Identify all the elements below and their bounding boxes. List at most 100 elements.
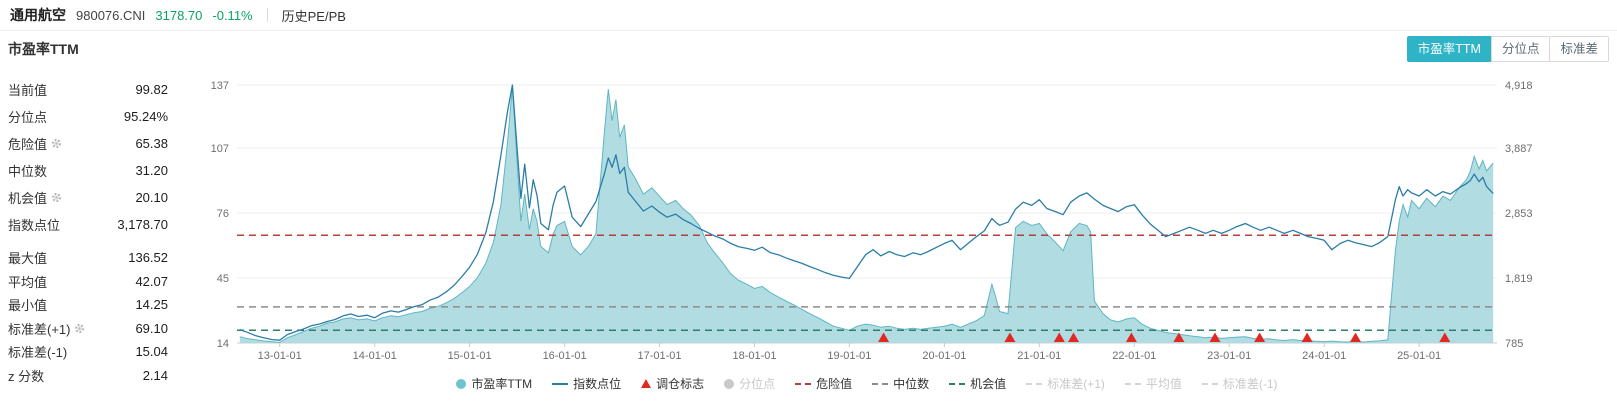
legend-marker-dash (949, 382, 966, 385)
legend-item-0[interactable]: 市盈率TTM (456, 375, 532, 392)
x-axis-tick: 14-01-01 (353, 350, 397, 362)
tab-pe-ttm[interactable]: 市盈率TTM (1406, 36, 1492, 62)
legend-marker-circle (724, 378, 735, 389)
stats-panel: 当前值 99.82 分位点 95.24% 危险值 65.38 中位数 31.20 机会值 20.1… (8, 76, 168, 387)
x-axis-tick: 20-01-01 (922, 350, 966, 362)
y-axis-left-tick: 45 (217, 273, 229, 285)
rebalance-marker-icon (1004, 332, 1016, 342)
legend-label: 分位点 (739, 377, 776, 391)
legend-marker-circle (456, 378, 467, 389)
stat-row-0: 当前值 99.82 (8, 76, 168, 103)
rebalance-marker-icon (1254, 332, 1266, 342)
legend-marker-dash (795, 382, 812, 385)
stat-value: 95.24% (123, 109, 168, 124)
x-axis-tick: 19-01-01 (827, 350, 871, 362)
stat-label: 指数点位 (8, 218, 61, 233)
y-axis-right-tick: 1,819 (1505, 273, 1533, 285)
stat-label: 机会值 (8, 191, 48, 206)
x-axis-tick: 25-01-01 (1397, 350, 1441, 362)
x-axis-tick: 15-01-01 (448, 350, 492, 362)
y-axis-left-tick: 137 (211, 80, 229, 92)
legend-label: 机会值 (970, 377, 1007, 391)
x-axis-tick: 24-01-01 (1302, 350, 1346, 362)
legend-marker-dash (1124, 382, 1141, 385)
stat-label: 最小值 (8, 298, 48, 314)
rebalance-marker-icon (878, 332, 890, 342)
legend-label: 标准差(+1) (1047, 377, 1105, 391)
x-axis-tick: 17-01-01 (637, 350, 681, 362)
pe-ttm-area (239, 86, 1494, 343)
stat-value: 20.10 (135, 190, 168, 205)
stat-label: 危险值 (8, 137, 48, 152)
rebalance-marker-icon (1350, 332, 1361, 342)
y-axis-right-tick: 4,918 (1505, 80, 1533, 92)
legend-item-1[interactable]: 指数点位 (552, 375, 621, 392)
stat-value: 14.25 (135, 297, 168, 313)
legend-item-4[interactable]: 危险值 (795, 375, 852, 392)
stat-value: 65.38 (135, 136, 168, 151)
gear-icon[interactable] (51, 192, 62, 203)
legend-item-8[interactable]: 平均值 (1124, 375, 1182, 392)
stat-label: 当前值 (8, 83, 48, 98)
tab-percentile[interactable]: 分位点 (1490, 36, 1551, 62)
stat-value: 99.82 (135, 82, 168, 97)
y-axis-left-tick: 107 (211, 143, 229, 155)
y-axis-right-tick: 785 (1505, 338, 1523, 350)
rebalance-marker-icon (1068, 332, 1079, 342)
stat-row-2: 危险值 65.38 (8, 130, 168, 157)
history-pepb-link[interactable]: 历史PE/PB (281, 8, 346, 24)
index-change-pct: -0.11% (212, 7, 253, 23)
stat-row-11: z 分数 2.14 (8, 364, 168, 388)
page-header: 通用航空 980076.CNI 3178.70 -0.11% 历史PE/PB (0, 0, 1617, 31)
stat-label: z 分数 (8, 368, 45, 384)
x-axis-tick: 13-01-01 (258, 350, 302, 362)
stat-value: 136.52 (128, 250, 168, 266)
y-axis-right-tick: 3,887 (1505, 143, 1533, 155)
gear-icon[interactable] (51, 138, 62, 149)
legend-item-6[interactable]: 机会值 (949, 375, 1006, 392)
legend-marker-dash (1026, 382, 1043, 385)
rebalance-marker-icon (1209, 332, 1221, 342)
legend-marker-triangle (641, 379, 652, 388)
stat-row-10: 标准差(-1) 15.04 (8, 340, 168, 364)
legend-marker-dash (1201, 382, 1218, 385)
legend-item-2[interactable]: 调仓标志 (641, 375, 704, 392)
index-points-line (239, 84, 1494, 341)
legend-label: 平均值 (1145, 377, 1182, 391)
legend-item-3[interactable]: 分位点 (724, 375, 775, 392)
pe-ttm-area-edge (239, 85, 1494, 343)
stat-label: 分位点 (8, 110, 48, 125)
gear-icon[interactable] (74, 323, 85, 334)
stat-value: 42.07 (135, 273, 168, 289)
legend-label: 调仓标志 (656, 377, 705, 391)
x-axis-tick: 21-01-01 (1017, 350, 1061, 362)
legend-label: 中位数 (893, 377, 930, 391)
y-axis-right-tick: 2,853 (1505, 208, 1533, 220)
rebalance-marker-icon (1053, 332, 1065, 342)
rebalance-marker-icon (1301, 332, 1313, 342)
header-divider (266, 8, 268, 22)
stat-label: 中位数 (8, 164, 48, 179)
legend-item-9[interactable]: 标准差(-1) (1201, 375, 1278, 392)
stat-label: 最大值 (8, 251, 48, 267)
stat-row-5: 指数点位 3,178.70 (8, 211, 168, 238)
legend-label: 危险值 (816, 377, 853, 391)
stat-row-7: 平均值 42.07 (8, 270, 168, 294)
rebalance-marker-icon (1173, 332, 1185, 342)
stat-row-3: 中位数 31.20 (8, 157, 168, 184)
legend-marker-dash (872, 382, 889, 385)
x-axis-tick: 22-01-01 (1112, 350, 1156, 362)
x-axis-tick: 16-01-01 (543, 350, 587, 362)
legend-item-7[interactable]: 标准差(+1) (1026, 375, 1105, 392)
legend-item-5[interactable]: 中位数 (872, 375, 929, 392)
stat-value: 31.20 (135, 163, 168, 178)
stat-label: 标准差(-1) (8, 345, 68, 361)
y-axis-left-tick: 14 (217, 338, 229, 350)
stat-row-8: 最小值 14.25 (8, 293, 168, 317)
index-code: 980076.CNI (76, 7, 146, 23)
index-price: 3178.70 (155, 7, 203, 23)
chart-section-title: 市盈率TTM (8, 41, 79, 57)
tab-stddev[interactable]: 标准差 (1549, 36, 1609, 62)
stat-label: 标准差(+1) (8, 321, 71, 337)
